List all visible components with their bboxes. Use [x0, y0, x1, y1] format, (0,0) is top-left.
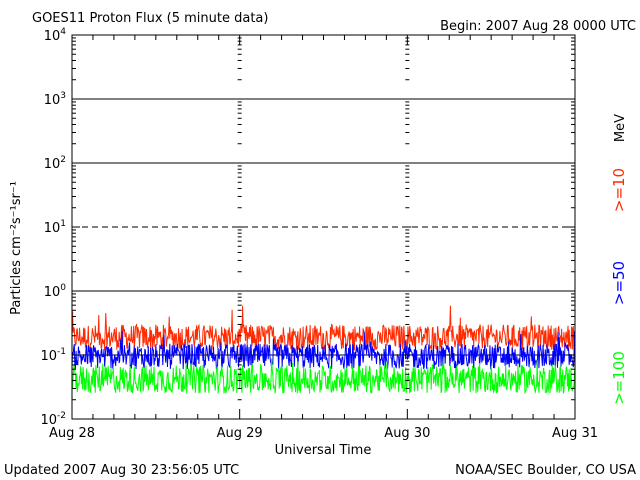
y-tick-label: 101: [44, 219, 66, 236]
series-line: [71, 305, 576, 351]
x-tick-label: Aug 28: [49, 426, 95, 441]
updated-timestamp: Updated 2007 Aug 30 23:56:05 UTC: [4, 463, 239, 478]
y-tick-label: 104: [44, 27, 67, 44]
y-tick-labels: 10-2 10-1 100 101 102 103 104: [40, 27, 66, 428]
series-line: [71, 331, 576, 370]
y-tick-label: 10-2: [40, 411, 66, 428]
credit-text: NOAA/SEC Boulder, CO USA: [455, 463, 636, 478]
x-tick-label: Aug 31: [552, 426, 598, 441]
y-tick-label: 102: [44, 155, 66, 172]
legend-entry: >=10: [610, 168, 628, 212]
axis-ticks: [71, 35, 576, 420]
series-line: [71, 358, 576, 395]
x-tick-label: Aug 30: [384, 426, 430, 441]
energy-unit-label: MeV: [613, 114, 628, 142]
x-tick-label: Aug 29: [217, 426, 263, 441]
chart-title: GOES11 Proton Flux (5 minute data): [32, 11, 268, 26]
x-tick-labels: Aug 28 Aug 29 Aug 30 Aug 31: [49, 426, 598, 441]
y-tick-label: 100: [44, 283, 67, 300]
series-layer: [71, 305, 576, 395]
y-tick-label: 10-1: [40, 347, 66, 364]
x-axis-label: Universal Time: [275, 443, 372, 458]
chart-subtitle: Begin: 2007 Aug 28 0000 UTC: [440, 19, 636, 34]
legend: >=10 >=50 >=100: [610, 168, 628, 405]
legend-entry: >=50: [610, 261, 628, 305]
grid-lines: [72, 98, 575, 356]
y-tick-label: 103: [44, 91, 66, 108]
y-axis-label: Particles cm⁻²s⁻¹sr⁻¹: [9, 181, 24, 315]
legend-entry: >=100: [610, 351, 628, 405]
